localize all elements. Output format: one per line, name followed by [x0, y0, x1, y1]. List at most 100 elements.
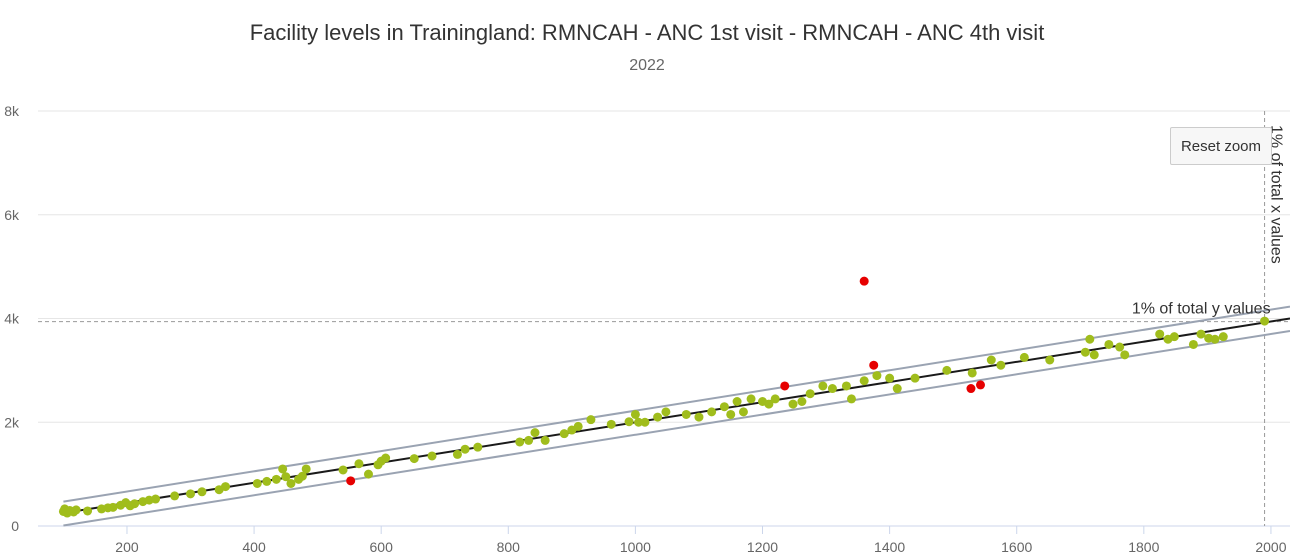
x-tick-label: 400	[242, 539, 266, 555]
upper-band-line	[63, 305, 1290, 503]
data-point	[83, 506, 93, 516]
outlier-point	[966, 384, 976, 394]
data-point	[452, 449, 462, 459]
data-point	[515, 437, 525, 447]
data-point	[1155, 329, 1165, 339]
data-point	[818, 381, 828, 391]
data-point	[170, 491, 180, 501]
data-point	[586, 415, 596, 425]
data-point	[719, 402, 729, 412]
data-point	[1104, 339, 1114, 349]
y-tick-label: 6k	[4, 207, 20, 223]
data-point	[540, 435, 550, 445]
data-point	[409, 454, 419, 464]
data-point	[1080, 347, 1090, 357]
x-tick-label: 600	[370, 539, 394, 555]
x-tick-label: 800	[497, 539, 521, 555]
data-point	[338, 465, 348, 475]
data-point	[732, 397, 742, 406]
data-point	[885, 373, 895, 383]
data-point	[1120, 350, 1130, 360]
data-point	[1188, 339, 1198, 349]
data-point	[559, 429, 569, 439]
data-point	[262, 476, 272, 486]
data-point	[770, 394, 780, 404]
outlier-point	[869, 360, 879, 370]
y-reference-label: 1% of total y values	[1132, 301, 1271, 318]
data-point	[197, 487, 207, 497]
data-point	[805, 389, 815, 399]
data-point	[788, 399, 798, 409]
x-tick-label: 1400	[874, 539, 905, 555]
data-point	[707, 407, 717, 417]
lower-band-line	[63, 329, 1290, 527]
outlier-point	[780, 381, 790, 391]
data-point	[1196, 329, 1206, 339]
grid-lines	[38, 110, 1290, 527]
data-point	[573, 421, 583, 431]
outlier-point	[859, 276, 869, 286]
data-point	[841, 381, 851, 391]
data-point	[661, 407, 671, 417]
data-point	[130, 499, 140, 509]
data-point	[427, 451, 437, 461]
x-tick-label: 1600	[1001, 539, 1032, 555]
data-point	[859, 376, 869, 386]
data-point	[640, 417, 650, 427]
data-point	[286, 478, 296, 488]
data-point	[297, 471, 307, 481]
y-tick-label: 2k	[4, 414, 20, 430]
x-tick-label: 1200	[747, 539, 778, 555]
data-point	[1260, 316, 1270, 326]
data-point	[797, 397, 807, 406]
data-point	[381, 453, 391, 463]
data-points	[58, 276, 1270, 518]
outlier-point	[346, 476, 356, 486]
data-point	[606, 419, 616, 429]
data-point	[872, 371, 882, 381]
data-point	[271, 474, 281, 484]
data-point	[726, 409, 736, 419]
data-point	[1169, 332, 1179, 342]
data-point	[108, 502, 118, 512]
data-point	[630, 409, 640, 419]
data-point	[1218, 332, 1228, 342]
data-point	[1210, 334, 1220, 344]
data-point	[681, 409, 691, 419]
data-point	[738, 407, 748, 417]
y-tick-label: 8k	[4, 103, 20, 119]
data-point	[996, 360, 1006, 370]
data-point	[301, 464, 311, 474]
data-point	[363, 469, 373, 479]
data-point	[653, 412, 663, 422]
data-point	[71, 505, 81, 515]
data-point	[746, 394, 756, 404]
chart-subtitle: 2022	[629, 57, 665, 74]
x-tick-label: 1000	[620, 539, 651, 555]
data-point	[530, 428, 540, 438]
data-point	[634, 417, 644, 427]
y-axis: 0 2k 4k 6k 8k	[4, 103, 20, 534]
data-point	[186, 489, 196, 499]
data-point	[1115, 342, 1125, 352]
chart-title: Facility levels in Trainingland: RMNCAH …	[250, 20, 1045, 45]
data-point	[252, 478, 262, 488]
regression-lines	[63, 305, 1290, 527]
data-point	[220, 482, 230, 492]
x-axis: 200 400 600 800 1000 1200 1400 1600 1800 2000	[115, 526, 1287, 555]
data-point	[624, 417, 634, 427]
data-point	[910, 373, 920, 383]
x-tick-label: 1800	[1128, 539, 1159, 555]
data-point	[694, 412, 704, 422]
data-point	[1089, 350, 1099, 360]
data-point	[278, 464, 288, 474]
data-point	[827, 384, 837, 394]
data-point	[460, 444, 470, 454]
x-tick-label: 200	[115, 539, 139, 555]
reference-lines	[38, 111, 1290, 526]
data-point	[1045, 355, 1055, 365]
reset-zoom-button[interactable]: Reset zoom	[1170, 127, 1272, 165]
data-point	[473, 442, 483, 452]
data-point	[986, 355, 996, 365]
